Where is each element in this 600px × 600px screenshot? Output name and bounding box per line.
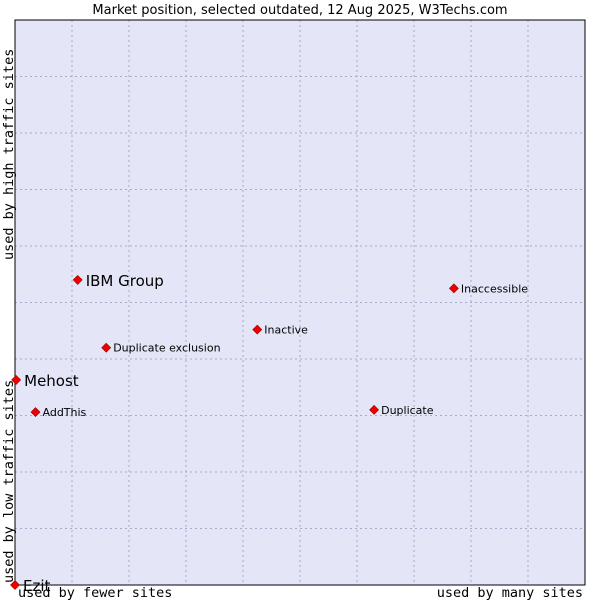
point-label: Mehost xyxy=(24,372,79,390)
x-axis-label-low: used by fewer sites xyxy=(18,585,172,600)
point-ibm-group: IBM Group xyxy=(72,272,164,290)
point-marker xyxy=(10,580,20,590)
point-marker xyxy=(11,374,22,385)
point-label: Inaccessible xyxy=(461,282,528,295)
point-marker xyxy=(252,324,263,335)
y-axis-label-low: used by low traffic sites xyxy=(1,380,17,583)
point-label: Duplicate exclusion xyxy=(113,342,220,355)
point-inaccessible: Inaccessible xyxy=(448,282,528,295)
point-ezit: Ezit xyxy=(10,577,51,595)
point-addthis: AddThis xyxy=(30,406,87,419)
point-duplicate: Duplicate xyxy=(369,404,434,417)
x-axis-label-high: used by many sites xyxy=(437,585,583,600)
point-marker xyxy=(369,404,380,415)
point-inactive: Inactive xyxy=(252,324,308,337)
point-duplicate-exclusion: Duplicate exclusion xyxy=(101,342,221,355)
data-points: IBM Group Inaccessible Inactive Duplicate e… xyxy=(10,272,528,595)
y-axis-label-high: used by high traffic sites xyxy=(1,49,17,260)
grid xyxy=(15,20,585,585)
point-label: AddThis xyxy=(43,406,87,419)
point-label: Ezit xyxy=(23,577,51,595)
chart-title: Market position, selected outdated, 12 A… xyxy=(92,3,507,18)
point-marker xyxy=(30,407,41,418)
point-marker xyxy=(101,342,112,353)
point-marker xyxy=(448,283,459,294)
point-label: Duplicate xyxy=(381,404,434,417)
point-mehost: Mehost xyxy=(11,372,79,390)
plot-border xyxy=(14,19,586,586)
point-label: IBM Group xyxy=(86,272,164,290)
point-label: Inactive xyxy=(264,324,308,337)
point-marker xyxy=(72,274,83,285)
